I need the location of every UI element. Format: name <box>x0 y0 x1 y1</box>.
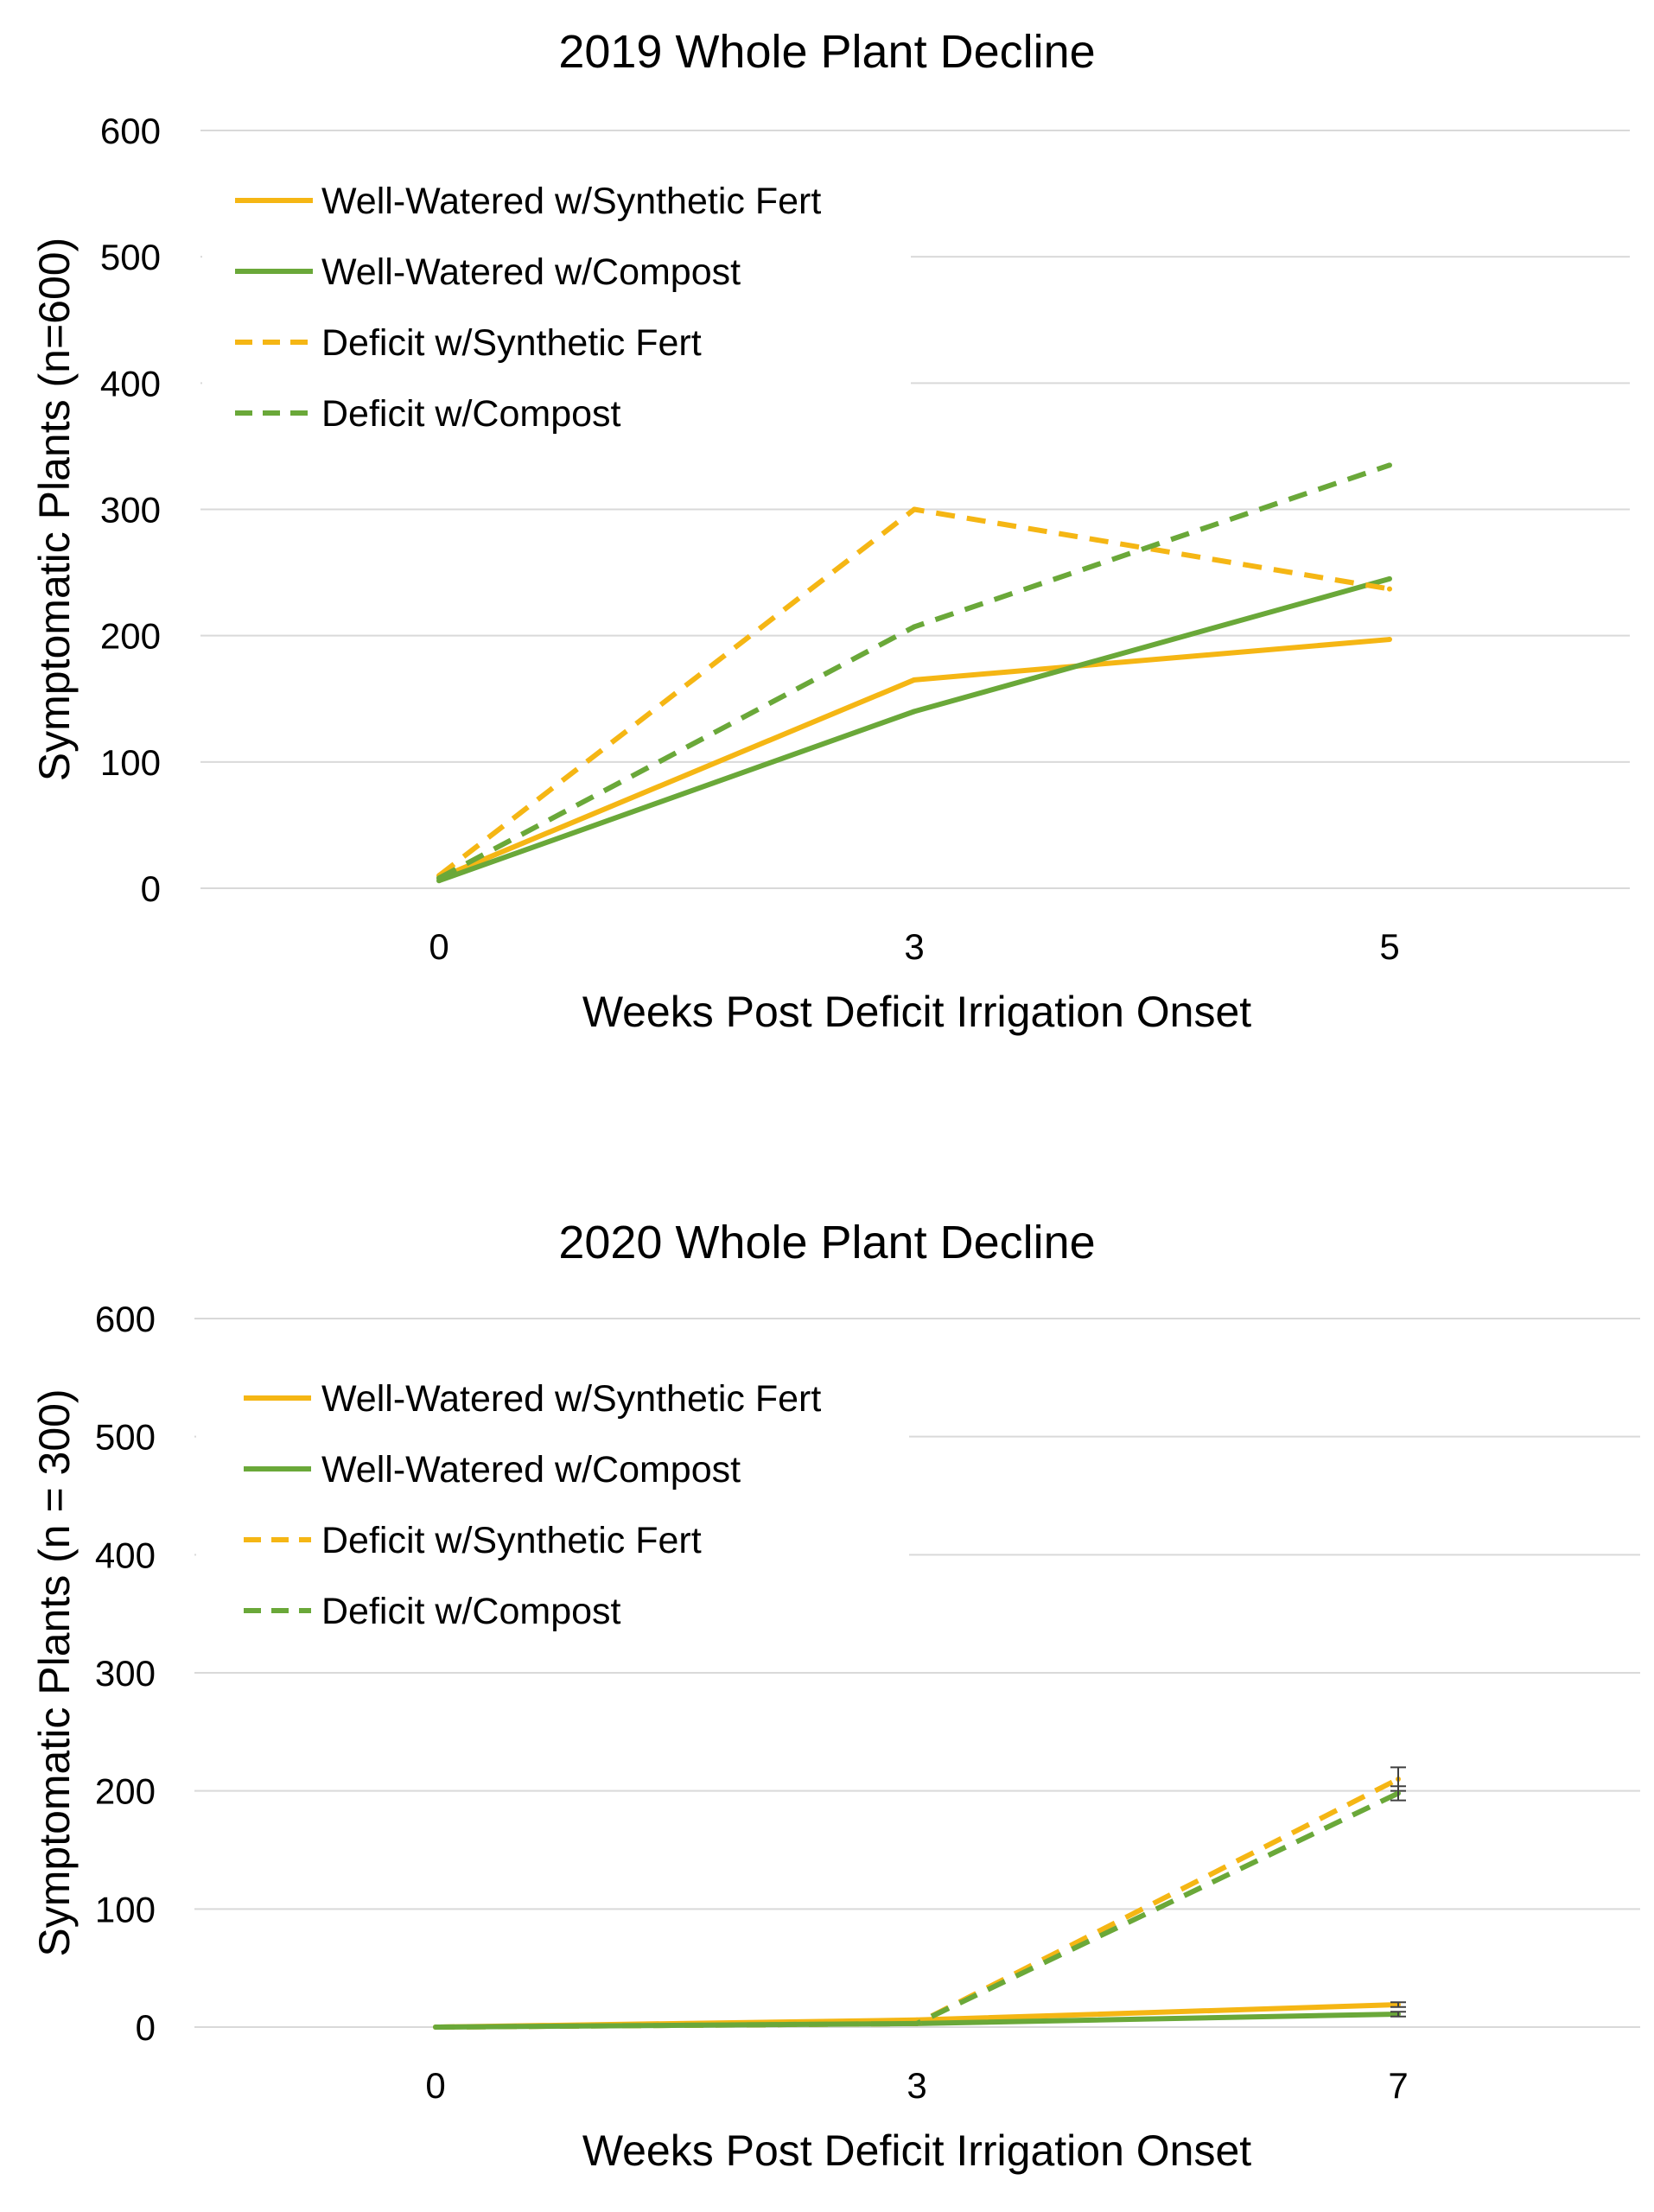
y-tick-label-2019-400: 400 <box>100 363 161 404</box>
error-bar-2020-2 <box>1390 2011 1406 2018</box>
legend-2020 <box>196 1358 909 1642</box>
x-axis-label-2019: Weeks Post Deficit Irrigation Onset <box>582 988 1251 1036</box>
chart-title-2020: 2020 Whole Plant Decline <box>558 1217 1095 1268</box>
x-tick-label-2019-3: 3 <box>904 926 924 967</box>
y-tick-label-2019-0: 0 <box>141 868 161 909</box>
y-tick-label-2020-0: 0 <box>136 2007 156 2048</box>
x-tick-label-2020-7: 7 <box>1388 2065 1408 2106</box>
legend-label-2019-2: Well-Watered w/Compost <box>321 251 741 293</box>
y-tick-label-2020-500: 500 <box>95 1417 156 1458</box>
data-point-2019-3-5 <box>1387 586 1392 592</box>
data-point-2019-3-3 <box>912 506 917 512</box>
legend-label-2020-4: Deficit w/Compost <box>321 1591 621 1632</box>
y-tick-label-2019-100: 100 <box>100 742 161 783</box>
error-bar-2020-1 <box>1390 2001 1406 2008</box>
legend-label-2019-3: Deficit w/Synthetic Fert <box>321 322 702 364</box>
y-tick-label-2020-600: 600 <box>95 1299 156 1339</box>
y-tick-label-2019-600: 600 <box>100 111 161 151</box>
data-point-2020-4-0 <box>433 2024 438 2030</box>
y-tick-label-2020-100: 100 <box>95 1889 156 1929</box>
chart-2019: 0 100 200 300 400 500 600 0 3 5 2019 Whole Plant D… <box>30 26 1630 1036</box>
y-tick-label-2019-200: 200 <box>100 616 161 657</box>
data-point-2019-4-5 <box>1387 462 1392 468</box>
y-tick-label-2020-200: 200 <box>95 1771 156 1812</box>
legend-label-2020-2: Well-Watered w/Compost <box>321 1449 741 1491</box>
legend-label-2020-3: Deficit w/Synthetic Fert <box>321 1520 702 1561</box>
x-axis-label-2020: Weeks Post Deficit Irrigation Onset <box>582 2126 1251 2175</box>
legend-label-2019-4: Deficit w/Compost <box>321 393 621 435</box>
data-point-2019-1-5 <box>1387 637 1392 643</box>
data-point-2019-1-3 <box>912 677 917 683</box>
chart-2020: 0 100 200 300 400 500 600 0 3 7 2020 Whole Plant D… <box>30 1217 1640 2175</box>
legend-2019 <box>202 161 911 444</box>
data-point-2020-4-3 <box>914 2020 919 2026</box>
series-line-2020-3 <box>435 1777 1400 2030</box>
data-point-2019-4-3 <box>912 624 917 630</box>
legend-label-2019-1: Well-Watered w/Synthetic Fert <box>321 181 821 222</box>
series-line-2019-1 <box>437 637 1390 881</box>
error-bar-2020-4 <box>1390 1785 1406 1802</box>
series-line-2020-4 <box>435 1790 1400 2030</box>
legend-label-2020-1: Well-Watered w/Synthetic Fert <box>321 1378 821 1420</box>
x-tick-label-2020-0: 0 <box>425 2065 445 2106</box>
data-point-2019-4-0 <box>436 875 442 881</box>
x-tick-label-2019-5: 5 <box>1379 926 1399 967</box>
y-tick-label-2020-300: 300 <box>95 1653 156 1694</box>
y-tick-label-2019-500: 500 <box>100 237 161 277</box>
x-tick-label-2020-3: 3 <box>907 2065 926 2106</box>
chart-title-2019: 2019 Whole Plant Decline <box>558 26 1095 78</box>
x-tick-label-2019-0: 0 <box>429 926 448 967</box>
y-axis-label-2019: Symptomatic Plants (n=600) <box>30 238 79 781</box>
data-point-2019-2-3 <box>912 709 917 715</box>
y-tick-label-2020-400: 400 <box>95 1535 156 1575</box>
y-axis-label-2020: Symptomatic Plants (n = 300) <box>30 1389 79 1956</box>
data-point-2019-2-5 <box>1387 575 1392 582</box>
y-tick-label-2019-300: 300 <box>100 490 161 531</box>
